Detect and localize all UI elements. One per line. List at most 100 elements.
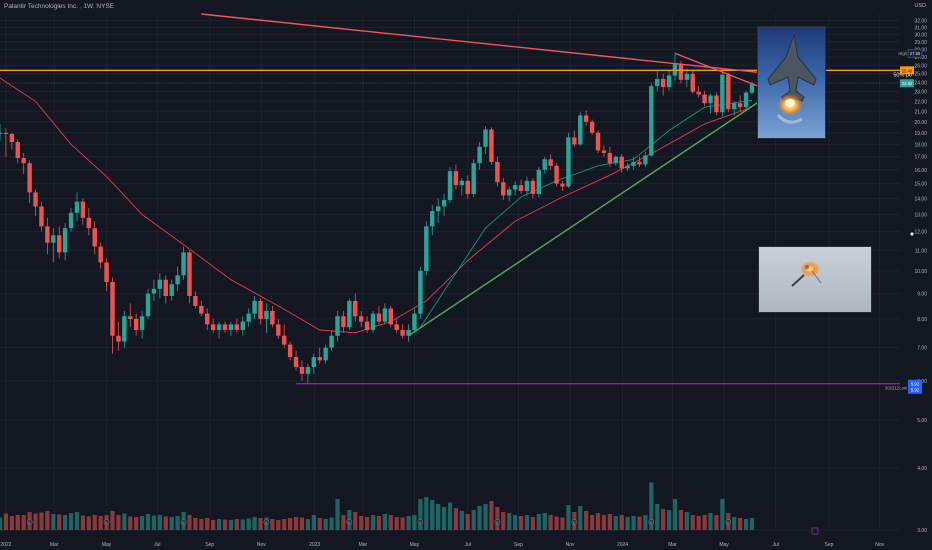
candle-body[interactable] (358, 316, 364, 322)
candle-body[interactable] (293, 357, 299, 367)
earnings-marker[interactable] (494, 519, 501, 525)
candle-body[interactable] (737, 103, 743, 108)
candle-body[interactable] (453, 171, 459, 186)
candle-body[interactable] (518, 185, 524, 191)
candle-body[interactable] (370, 313, 376, 330)
candle-body[interactable] (9, 133, 15, 143)
candle-body[interactable] (228, 324, 234, 330)
candle-body[interactable] (578, 115, 583, 145)
interval-label[interactable]: 1W (83, 3, 93, 10)
candle-body[interactable] (116, 335, 121, 342)
candle-body[interactable] (104, 262, 109, 282)
candle-body[interactable] (80, 201, 86, 218)
earnings-marker[interactable] (417, 519, 424, 525)
future-event-marker[interactable] (811, 527, 819, 535)
candle-body[interactable] (341, 316, 346, 328)
candle-body[interactable] (495, 161, 500, 183)
candle-body[interactable] (276, 324, 281, 336)
candle-body[interactable] (145, 293, 151, 317)
candle-body[interactable] (554, 165, 559, 184)
candle-body[interactable] (655, 78, 660, 87)
earnings-marker[interactable] (725, 519, 732, 525)
candle-body[interactable] (542, 159, 547, 170)
candle-body[interactable] (299, 366, 305, 374)
candle-body[interactable] (412, 313, 417, 330)
candle-body[interactable] (86, 217, 92, 229)
candle-body[interactable] (45, 226, 50, 243)
support-trendline[interactable] (408, 93, 771, 337)
candle-body[interactable] (394, 324, 399, 330)
candle-body[interactable] (589, 121, 595, 133)
candle-body[interactable] (240, 321, 245, 330)
candle-body[interactable] (424, 226, 429, 271)
candle-body[interactable] (601, 150, 607, 153)
candle-body[interactable] (287, 344, 293, 358)
candle-body[interactable] (15, 142, 20, 159)
candle-body[interactable] (68, 212, 74, 229)
candle-body[interactable] (39, 206, 44, 227)
candle-body[interactable] (311, 357, 317, 367)
candle-body[interactable] (181, 252, 186, 276)
candle-body[interactable] (572, 137, 577, 145)
candle-body[interactable] (33, 192, 38, 207)
candle-body[interactable] (169, 284, 174, 296)
candle-body[interactable] (151, 288, 157, 294)
candle-body[interactable] (447, 171, 453, 201)
candle-body[interactable] (732, 103, 737, 110)
resistance-trendline[interactable] (674, 52, 759, 87)
candle-body[interactable] (726, 74, 731, 110)
candle-body[interactable] (643, 155, 648, 165)
candle-body[interactable] (193, 295, 198, 306)
candle-body[interactable] (430, 211, 435, 227)
candle-body[interactable] (465, 180, 470, 194)
candle-body[interactable] (282, 335, 287, 345)
candle-body[interactable] (122, 316, 127, 342)
candle-body[interactable] (512, 185, 518, 190)
candle-body[interactable] (382, 308, 388, 322)
candle-body[interactable] (3, 132, 9, 134)
candle-body[interactable] (418, 270, 423, 314)
earnings-marker[interactable] (263, 519, 270, 525)
candle-body[interactable] (720, 74, 725, 113)
candle-body[interactable] (702, 94, 707, 104)
candle-body[interactable] (471, 163, 476, 194)
candle-body[interactable] (246, 313, 251, 322)
candle-body[interactable] (743, 92, 749, 108)
earnings-marker[interactable] (571, 519, 578, 525)
candle-body[interactable] (388, 308, 393, 325)
earnings-marker[interactable] (648, 519, 655, 525)
candle-body[interactable] (376, 313, 382, 322)
candle-body[interactable] (435, 206, 441, 212)
candle-body[interactable] (566, 137, 571, 187)
candle-body[interactable] (690, 73, 695, 92)
candle-body[interactable] (199, 305, 204, 314)
candle-body[interactable] (222, 324, 228, 330)
candle-body[interactable] (678, 63, 684, 80)
candle-body[interactable] (477, 146, 482, 164)
earnings-marker[interactable] (346, 519, 353, 525)
candle-body[interactable] (210, 324, 216, 330)
candle-body[interactable] (483, 129, 488, 147)
resistance-trendline[interactable] (201, 13, 764, 74)
candle-body[interactable] (619, 156, 624, 169)
candle-body[interactable] (21, 158, 26, 164)
candle-body[interactable] (560, 183, 565, 187)
candle-body[interactable] (625, 165, 630, 169)
candle-body[interactable] (258, 300, 263, 319)
candle-body[interactable] (672, 63, 678, 76)
candle-body[interactable] (400, 329, 405, 336)
candle-body[interactable] (708, 95, 713, 104)
candle-body[interactable] (305, 366, 311, 374)
candle-body[interactable] (507, 189, 512, 196)
candle-body[interactable] (749, 83, 755, 93)
candle-body[interactable] (353, 300, 358, 317)
candle-body[interactable] (329, 335, 334, 348)
candle-body[interactable] (163, 279, 168, 296)
candle-body[interactable] (187, 252, 192, 296)
candle-body[interactable] (74, 201, 80, 213)
candle-body[interactable] (27, 163, 32, 193)
candle-body[interactable] (696, 91, 701, 95)
candle-body[interactable] (637, 161, 642, 165)
candle-body[interactable] (489, 129, 494, 162)
